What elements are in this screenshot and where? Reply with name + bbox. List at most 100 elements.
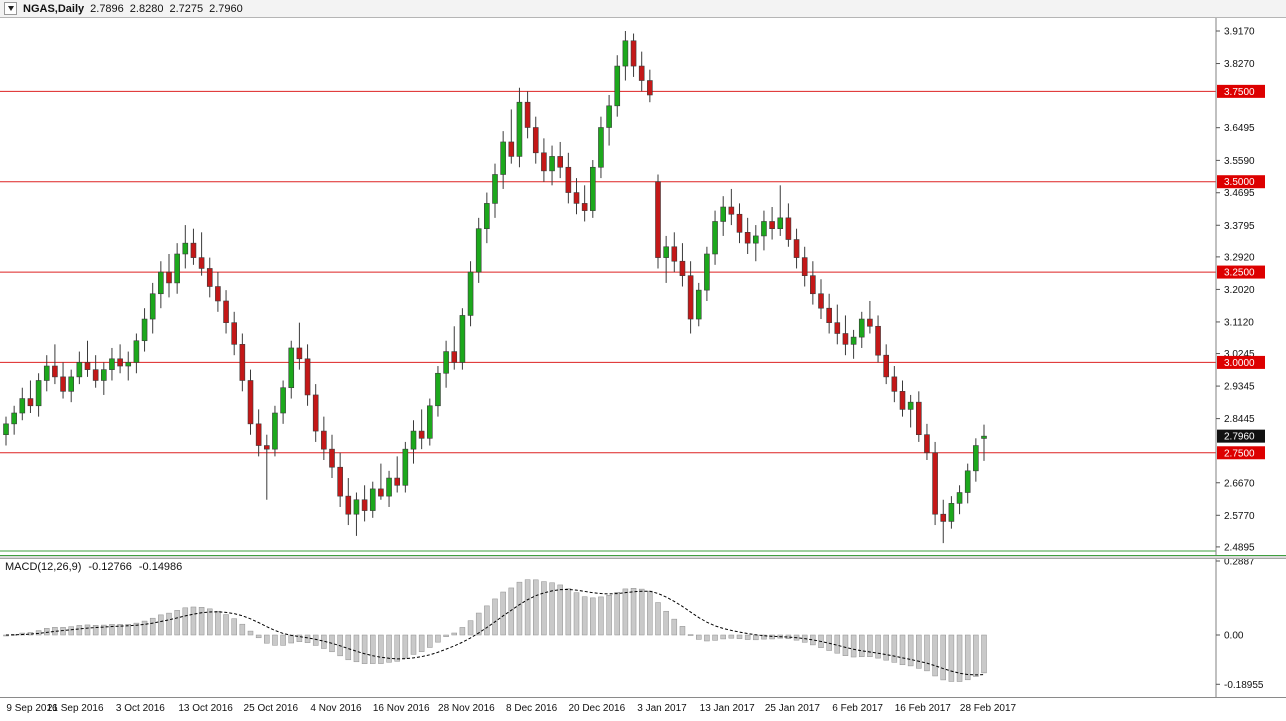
macd-histogram-bar bbox=[907, 634, 914, 667]
date-label: 28 Nov 2016 bbox=[438, 703, 495, 714]
macd-histogram-bar bbox=[916, 634, 922, 669]
candle bbox=[174, 243, 180, 294]
macd-histogram-bar bbox=[394, 634, 400, 662]
macd-main-value: -0.12766 bbox=[88, 561, 132, 573]
candle bbox=[418, 409, 425, 450]
macd-indicator-header: MACD(12,26,9) -0.12766 -0.14986 bbox=[5, 561, 182, 573]
macd-axis[interactable] bbox=[1216, 559, 1286, 697]
candle bbox=[272, 405, 278, 457]
candle bbox=[475, 217, 482, 283]
macd-histogram-bar bbox=[247, 630, 254, 636]
macd-histogram-bar bbox=[44, 628, 50, 636]
price-axis-label: 2.5770 bbox=[1224, 511, 1255, 522]
candle bbox=[378, 463, 384, 500]
candle bbox=[361, 485, 368, 522]
macd-histogram-bar bbox=[720, 634, 726, 640]
candle bbox=[899, 380, 906, 417]
macd-histogram-bar bbox=[459, 627, 466, 636]
candle bbox=[141, 308, 148, 352]
symbol-timeframe-label: NGAS,Daily bbox=[23, 2, 85, 15]
candle bbox=[255, 409, 262, 457]
macd-histogram-bar bbox=[533, 579, 539, 636]
price-axis-label: 3.8270 bbox=[1224, 59, 1255, 70]
macd-histogram-bar bbox=[361, 634, 368, 664]
macd-histogram-bar bbox=[842, 634, 849, 656]
candle bbox=[3, 416, 9, 446]
macd-histogram-bar bbox=[231, 618, 237, 636]
date-label: 13 Oct 2016 bbox=[178, 703, 233, 714]
macd-histogram-bar bbox=[924, 634, 930, 672]
candle bbox=[68, 369, 74, 403]
time-axis[interactable]: 9 Sep 2016 21 Sep 2016 3 Oct 2016 13 Oct 20… bbox=[0, 697, 1286, 721]
macd-histogram-bar bbox=[761, 634, 767, 640]
macd-histogram-bar bbox=[581, 596, 588, 636]
candle bbox=[247, 369, 254, 435]
candle bbox=[369, 481, 376, 518]
dropdown-triangle-icon bbox=[7, 6, 14, 11]
candle bbox=[614, 55, 621, 117]
macd-histogram-bar bbox=[125, 624, 131, 636]
candle bbox=[263, 434, 270, 500]
candle bbox=[149, 282, 156, 334]
candle bbox=[60, 362, 66, 399]
macd-histogram-bar bbox=[834, 634, 841, 654]
symbol-dropdown-button[interactable] bbox=[4, 2, 17, 15]
candle bbox=[158, 261, 164, 309]
candle bbox=[981, 424, 987, 461]
panel-splitter[interactable] bbox=[0, 555, 1286, 559]
macd-histogram-bar bbox=[386, 634, 392, 663]
macd-histogram-bar bbox=[410, 634, 417, 655]
macd-histogram-bar bbox=[549, 582, 555, 636]
macd-histogram-bar bbox=[182, 607, 189, 636]
macd-histogram-bar bbox=[859, 634, 865, 658]
candle bbox=[655, 174, 661, 269]
macd-histogram-bar bbox=[850, 634, 857, 658]
macd-histogram-bar bbox=[304, 634, 311, 643]
candle bbox=[867, 300, 873, 334]
macd-histogram-bar bbox=[475, 612, 482, 636]
macd-histogram-bar bbox=[565, 588, 572, 636]
macd-histogram-bar bbox=[35, 630, 42, 636]
candle bbox=[198, 232, 205, 276]
macd-histogram-bar bbox=[345, 634, 352, 661]
candle bbox=[410, 420, 417, 464]
date-label: 28 Feb 2017 bbox=[959, 703, 1017, 714]
candle bbox=[133, 333, 140, 374]
candle bbox=[671, 232, 678, 273]
price-axis[interactable] bbox=[1216, 18, 1286, 555]
candle bbox=[508, 109, 515, 164]
macd-histogram-bar bbox=[940, 634, 946, 681]
candle bbox=[35, 373, 42, 417]
candle bbox=[606, 94, 612, 146]
candle bbox=[638, 51, 645, 92]
date-label: 4 Nov 2016 bbox=[310, 703, 362, 714]
date-label: 21 Sep 2016 bbox=[46, 703, 104, 714]
macd-histogram-bar bbox=[671, 618, 678, 636]
candle bbox=[288, 340, 295, 399]
svg-text:3.2500: 3.2500 bbox=[1224, 268, 1255, 279]
macd-histogram-bar bbox=[630, 587, 637, 636]
macd-chart-canvas[interactable]: 0.2887 0.00 -0.18955 bbox=[0, 559, 1286, 697]
candle bbox=[769, 207, 775, 240]
macd-histogram-bar bbox=[190, 606, 197, 636]
candle bbox=[76, 351, 83, 385]
price-axis-label: 3.3795 bbox=[1224, 221, 1255, 232]
candle bbox=[443, 340, 449, 388]
macd-histogram-bar bbox=[614, 592, 620, 636]
macd-histogram-bar bbox=[215, 610, 221, 636]
date-label: 13 Jan 2017 bbox=[699, 703, 755, 714]
candle bbox=[312, 384, 319, 442]
candle bbox=[589, 160, 596, 218]
macd-histogram-bar bbox=[492, 598, 498, 636]
candle bbox=[492, 163, 498, 218]
candle bbox=[435, 366, 441, 417]
macd-histogram-bar bbox=[467, 620, 474, 636]
macd-histogram-bar bbox=[427, 634, 433, 648]
price-axis-label: 3.1120 bbox=[1224, 317, 1254, 328]
date-label: 9 Sep 2016 bbox=[6, 703, 58, 714]
candle bbox=[532, 116, 539, 164]
price-level-badge: 3.5000 bbox=[1217, 175, 1265, 189]
macd-histogram-bar bbox=[875, 634, 881, 659]
svg-text:3.7500: 3.7500 bbox=[1224, 87, 1255, 98]
price-chart-canvas[interactable]: 3.9170 3.8270 3.6495 3.5590 3.4695 3.3795 3.29… bbox=[0, 18, 1286, 555]
